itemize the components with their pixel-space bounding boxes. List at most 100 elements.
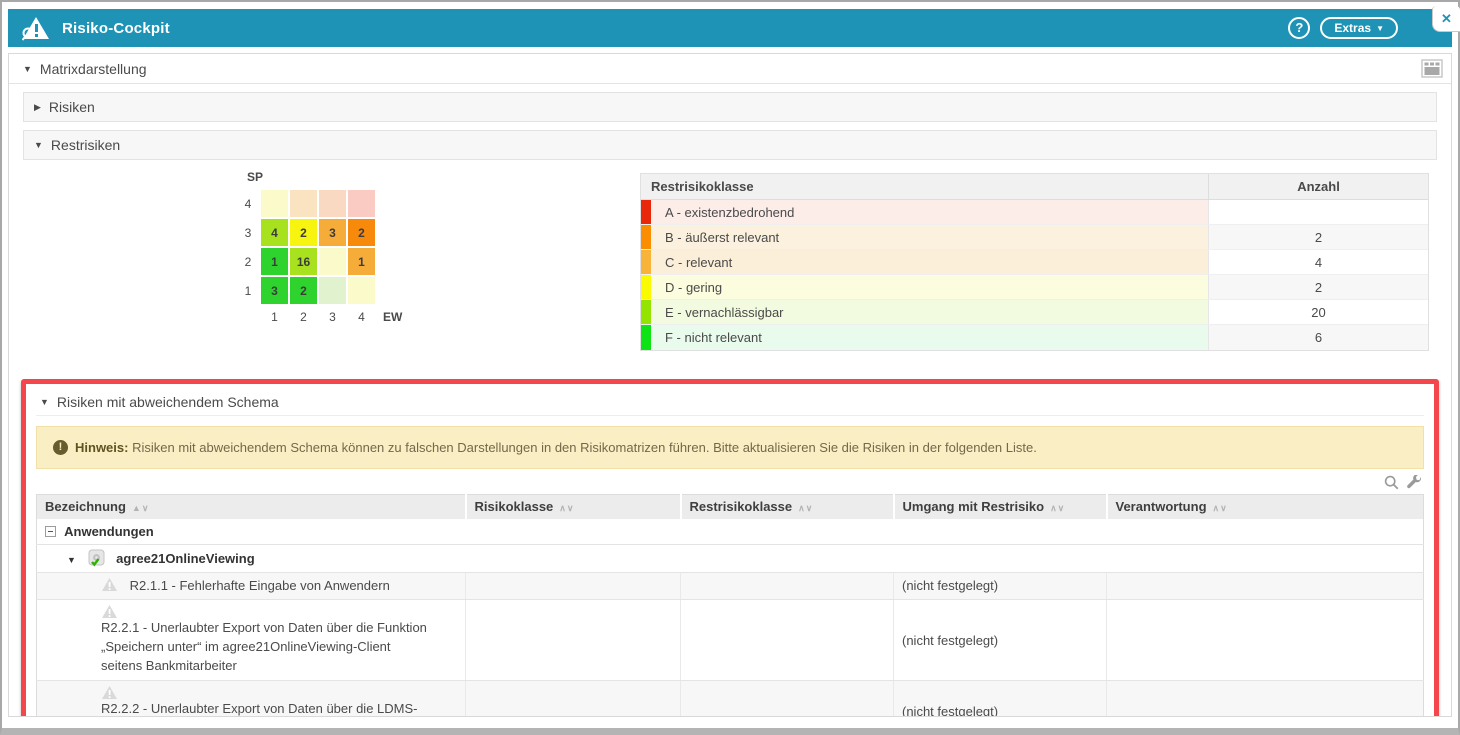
wrench-icon[interactable] [1407, 475, 1422, 490]
collapse-arrow-icon: ▶ [34, 102, 41, 113]
section-title: Matrixdarstellung [40, 61, 147, 77]
extras-button[interactable]: Extras ▼ [1320, 17, 1398, 39]
search-icon[interactable] [1384, 475, 1399, 490]
matrix-cell[interactable]: 1 [348, 248, 375, 275]
sort-icons[interactable]: ∧∨ [1213, 503, 1228, 513]
schema-section-highlight: ▼ Risiken mit abweichendem Schema ! Hinw… [21, 379, 1439, 717]
cell-umgang: (nicht festgelegt) [894, 680, 1107, 717]
table-view-icon[interactable] [1421, 59, 1443, 78]
section-matrixdarstellung-header[interactable]: ▼ Matrixdarstellung [9, 54, 1451, 84]
cell-umgang: (nicht festgelegt) [894, 572, 1107, 600]
cell-verantwortung [1107, 600, 1424, 681]
hint-text: Hinweis: Risiken mit abweichendem Schema… [75, 440, 1037, 455]
main-panel: ▼ Matrixdarstellung ▶ Risiken ▼ Restrisi… [8, 53, 1452, 717]
matrix-x-axis-label: EW [383, 310, 402, 324]
matrix-cell[interactable]: 2 [348, 219, 375, 246]
matrix-cell[interactable] [319, 190, 346, 217]
section-schema-header[interactable]: ▼ Risiken mit abweichendem Schema [36, 388, 1424, 416]
matrix-col-label: 2 [290, 310, 317, 324]
cell-restrisikoklasse [681, 680, 894, 717]
class-label: D - gering [651, 275, 1208, 299]
cell-restrisikoklasse [681, 600, 894, 681]
collapse-arrow-icon: ▼ [23, 64, 32, 74]
titlebar: Risiko-Cockpit ? Extras ▼ ✕ [8, 9, 1452, 47]
table-header-row: Bezeichnung▲∨ Risikoklasse∧∨ Restrisikok… [37, 495, 1424, 519]
section-title: Restrisiken [51, 137, 120, 153]
class-label: E - vernachlässigbar [651, 300, 1208, 324]
class-label: F - nicht relevant [651, 325, 1208, 350]
matrix-cell[interactable]: 3 [261, 277, 288, 304]
column-header-verantwortung[interactable]: Verantwortung∧∨ [1107, 495, 1424, 519]
table-row: C - relevant 4 [641, 250, 1428, 275]
risk-name: R2.2.1 - Unerlaubter Export von Daten üb… [101, 619, 431, 676]
section-risiken-header[interactable]: ▶ Risiken [23, 92, 1437, 122]
column-header-risikoklasse[interactable]: Risikoklasse∧∨ [466, 495, 681, 519]
risk-name: R2.2.2 - Unerlaubter Export von Daten üb… [101, 700, 431, 717]
risk-warning-icon [101, 604, 118, 619]
matrix-row-label: 1 [235, 284, 261, 298]
class-count: 4 [1208, 250, 1428, 274]
app-window: Risiko-Cockpit ? Extras ▼ ✕ ▼ Matrixdars… [0, 0, 1460, 735]
class-label: B - äußerst relevant [651, 225, 1208, 249]
risk-cockpit-logo-icon [22, 15, 52, 41]
tree-row-agree21onlineviewing[interactable]: ▼ agree21OnlineViewing [37, 544, 1424, 572]
page-title: Risiko-Cockpit [62, 20, 170, 37]
matrix-row-label: 4 [235, 197, 261, 211]
collapse-minus-icon[interactable] [45, 526, 56, 537]
class-color-bar [641, 250, 651, 274]
cell-verantwortung [1107, 680, 1424, 717]
matrix-cell[interactable]: 2 [290, 277, 317, 304]
risk-warning-icon [101, 685, 118, 700]
matrix-cell[interactable]: 1 [261, 248, 288, 275]
column-header-bezeichnung[interactable]: Bezeichnung▲∨ [37, 495, 466, 519]
class-label: A - existenzbedrohend [651, 200, 1208, 224]
sort-icons[interactable]: ∧∨ [798, 503, 813, 513]
help-button[interactable]: ? [1288, 17, 1310, 39]
sort-icons[interactable]: ∧∨ [1050, 503, 1065, 513]
risk-row[interactable]: R2.1.1 - Fehlerhafte Eingabe von Anwende… [37, 572, 1424, 600]
matrix-cell[interactable]: 16 [290, 248, 317, 275]
matrix-cell[interactable] [319, 248, 346, 275]
close-icon: ✕ [1441, 11, 1452, 27]
cell-risikoklasse [466, 680, 681, 717]
column-header-restrisikoklasse[interactable]: Restrisikoklasse∧∨ [681, 495, 894, 519]
class-color-bar [641, 225, 651, 249]
risk-warning-icon [101, 577, 118, 592]
cell-risikoklasse [466, 572, 681, 600]
matrix-cell[interactable]: 4 [261, 219, 288, 246]
risk-name: R2.1.1 - Fehlerhafte Eingabe von Anwende… [130, 577, 390, 596]
class-color-bar [641, 325, 651, 350]
close-button[interactable]: ✕ [1432, 6, 1460, 32]
application-checked-icon [88, 549, 107, 568]
matrix-cell[interactable] [319, 277, 346, 304]
matrix-row-label: 2 [235, 255, 261, 269]
matrix-cell[interactable] [261, 190, 288, 217]
sort-icons[interactable]: ∧∨ [559, 503, 574, 513]
column-header-restrisikoklasse: Restrisikoklasse [641, 179, 1208, 194]
risk-matrix: SP 4 3 4 2 3 2 2 1 1 [27, 166, 627, 351]
section-title: Risiken [49, 99, 95, 115]
class-count: 20 [1208, 300, 1428, 324]
risk-row[interactable]: R2.2.2 - Unerlaubter Export von Daten üb… [37, 680, 1424, 717]
cell-risikoklasse [466, 600, 681, 681]
matrix-cell[interactable]: 2 [290, 219, 317, 246]
tree-expand-arrow-icon[interactable]: ▼ [67, 555, 76, 565]
class-color-bar [641, 300, 651, 324]
matrix-cell[interactable] [290, 190, 317, 217]
group-row-anwendungen[interactable]: Anwendungen [37, 519, 1424, 545]
table-row: E - vernachlässigbar 20 [641, 300, 1428, 325]
section-restrisiken-header[interactable]: ▼ Restrisiken [23, 130, 1437, 160]
class-label: C - relevant [651, 250, 1208, 274]
sort-icons[interactable]: ▲∨ [132, 503, 150, 513]
subgroup-label: agree21OnlineViewing [116, 551, 254, 566]
matrix-cell[interactable] [348, 190, 375, 217]
risk-row[interactable]: R2.2.1 - Unerlaubter Export von Daten üb… [37, 600, 1424, 681]
column-header-umgang[interactable]: Umgang mit Restrisiko∧∨ [894, 495, 1107, 519]
matrix-cell[interactable] [348, 277, 375, 304]
schema-risk-table: Bezeichnung▲∨ Risikoklasse∧∨ Restrisikok… [36, 494, 1424, 717]
table-row: B - äußerst relevant 2 [641, 225, 1428, 250]
matrix-col-label: 1 [261, 310, 288, 324]
class-count: 6 [1208, 325, 1428, 350]
hint-label: Hinweis: [75, 440, 128, 455]
matrix-cell[interactable]: 3 [319, 219, 346, 246]
